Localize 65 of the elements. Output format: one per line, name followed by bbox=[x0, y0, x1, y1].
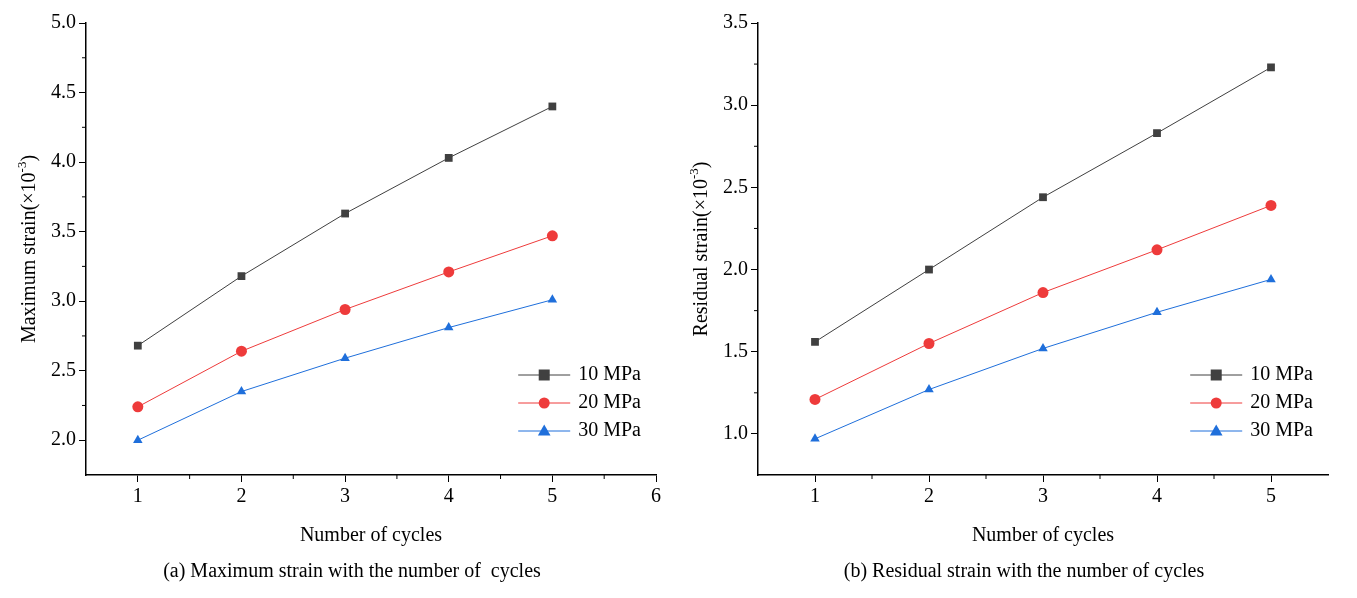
point bbox=[546, 230, 558, 242]
point bbox=[1038, 342, 1048, 352]
y-tick-label: 4.0 bbox=[51, 149, 76, 172]
y-tick-label: 2.0 bbox=[51, 427, 76, 450]
point bbox=[548, 102, 557, 111]
y-axis-title: Maximum strain(×10-3) bbox=[14, 154, 41, 344]
point bbox=[1153, 129, 1161, 138]
x-tick-label: 3 bbox=[1038, 484, 1048, 507]
text: (b) Residual strain with the number of cycles bbox=[843, 559, 1205, 583]
point bbox=[809, 393, 821, 405]
y-tick-label: 2.5 bbox=[723, 174, 748, 197]
x-tick-label: 1 bbox=[132, 484, 143, 507]
x-tick-label: 3 bbox=[340, 484, 351, 507]
x-tick-label: 5 bbox=[1266, 484, 1276, 507]
legend-label: 20 MPa bbox=[1250, 390, 1314, 413]
y-tick-label: 4.5 bbox=[51, 79, 76, 102]
x-tick-label: 2 bbox=[236, 484, 247, 507]
x-tick-label: 4 bbox=[443, 484, 454, 507]
point bbox=[340, 352, 350, 361]
point bbox=[443, 322, 454, 331]
point bbox=[444, 154, 453, 162]
point bbox=[923, 338, 935, 350]
point bbox=[443, 266, 455, 278]
y-tick-label: 2.0 bbox=[723, 256, 748, 279]
point bbox=[235, 345, 247, 357]
legend-label: 20 MPa bbox=[578, 390, 642, 413]
y-tick-label: 5.0 bbox=[51, 10, 76, 33]
point bbox=[1039, 193, 1047, 202]
point bbox=[133, 434, 143, 443]
x-tick-label: 6 bbox=[651, 484, 661, 507]
legend-label: 30 MPa bbox=[1250, 418, 1314, 441]
x-tick-label: 5 bbox=[547, 484, 558, 507]
x-axis-title: Number of cycles bbox=[971, 523, 1115, 547]
point bbox=[339, 304, 351, 315]
legend-label: 30 MPa bbox=[578, 418, 642, 441]
point bbox=[1151, 244, 1163, 256]
y-tick-label: 1.5 bbox=[723, 338, 748, 361]
text: (a) Maximum strain with the number of cycles bbox=[163, 559, 542, 583]
x-tick-label: 2 bbox=[924, 484, 934, 507]
point bbox=[547, 294, 558, 303]
legend-label: 10 MPa bbox=[1250, 362, 1314, 385]
y-tick-label: 2.5 bbox=[51, 357, 76, 380]
point bbox=[810, 433, 820, 442]
point bbox=[1266, 273, 1276, 283]
y-tick-label: 3.5 bbox=[51, 218, 76, 241]
point bbox=[341, 209, 349, 218]
point bbox=[1265, 199, 1277, 211]
legend-label: 10 MPa bbox=[578, 362, 642, 385]
point bbox=[133, 341, 142, 350]
y-tick-label: 1.0 bbox=[723, 421, 748, 444]
point bbox=[924, 384, 934, 393]
y-tick-label: 3.0 bbox=[723, 92, 748, 115]
point bbox=[1152, 306, 1162, 316]
point bbox=[237, 272, 246, 281]
x-axis-title: Number of cycles bbox=[299, 523, 443, 547]
point bbox=[236, 386, 247, 395]
point bbox=[811, 337, 819, 346]
x-tick-label: 1 bbox=[810, 484, 820, 507]
y-tick-label: 3.0 bbox=[51, 288, 76, 311]
point bbox=[1267, 63, 1275, 72]
point bbox=[1037, 287, 1049, 299]
point bbox=[132, 401, 144, 413]
point bbox=[925, 265, 933, 274]
x-tick-label: 4 bbox=[1152, 484, 1162, 507]
y-tick-label: 3.5 bbox=[723, 10, 748, 33]
